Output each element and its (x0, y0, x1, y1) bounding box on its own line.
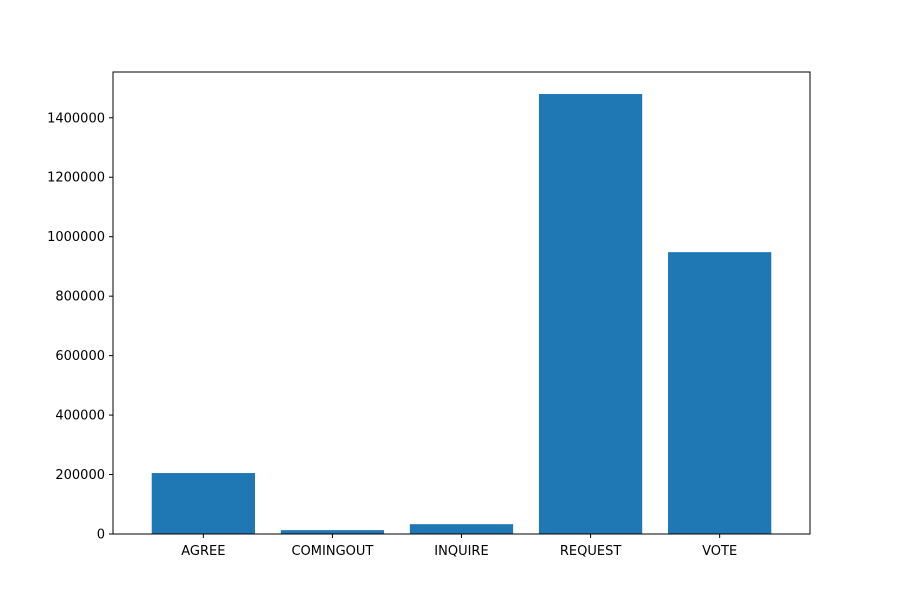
x-tick-label: VOTE (702, 544, 737, 559)
x-tick-label: INQUIRE (434, 544, 488, 559)
bar-comingout (280, 530, 385, 534)
y-tick-label: 600000 (55, 349, 105, 364)
y-tick-label: 1400000 (47, 111, 105, 126)
bars-layer (151, 94, 772, 534)
y-tick-label: 400000 (55, 409, 105, 424)
y-tick-label: 800000 (55, 290, 105, 305)
bar-inquire (409, 524, 514, 534)
y-tick-label: 200000 (55, 468, 105, 483)
bar-vote (668, 252, 772, 534)
y-tick-label: 0 (97, 528, 105, 543)
bar-request (538, 94, 643, 534)
y-axis: 0 200000 400000 600000 800000 1000000 1200000 1… (47, 111, 113, 543)
y-tick-label: 1200000 (47, 171, 105, 186)
y-tick-label: 1000000 (47, 230, 105, 245)
x-axis: AGREE COMINGOUT INQUIRE REQUEST VOTE (181, 534, 737, 559)
x-tick-label: COMINGOUT (291, 544, 373, 559)
x-tick-label: AGREE (181, 544, 225, 559)
plot-frame (112, 71, 811, 535)
bar-agree (151, 473, 255, 534)
x-tick-label: REQUEST (560, 544, 621, 559)
